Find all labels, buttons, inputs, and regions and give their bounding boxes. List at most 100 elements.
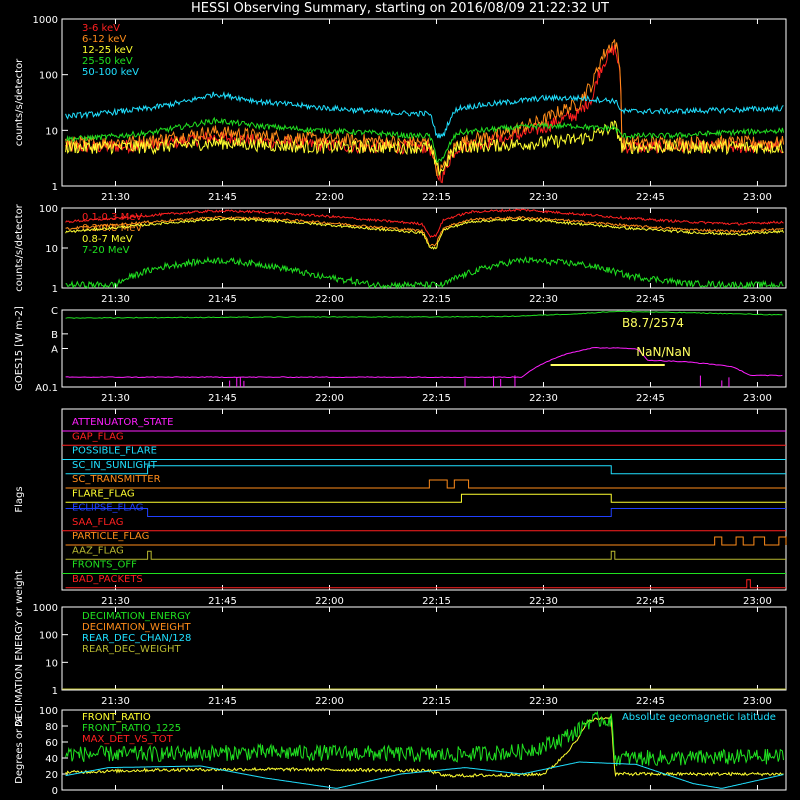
flag-line-ECLIPSE_FLAG <box>65 508 786 517</box>
flag-label: GAP_FLAG <box>72 431 124 442</box>
series-line-Absolute geomagnetic latitude <box>65 761 784 789</box>
goes-annotation: NaN/NaN <box>636 345 691 359</box>
legend-entry: MAX_DET_VS_TOT <box>82 734 174 745</box>
x-tick-label: 22:45 <box>636 192 665 203</box>
x-tick-label: 23:00 <box>743 192 772 203</box>
legend-entry: 6-12 keV <box>82 34 126 45</box>
x-tick-label: 21:30 <box>101 696 130 707</box>
goes-annotation: B8.7/2574 <box>622 316 684 330</box>
decimation-frame <box>61 606 787 691</box>
flag-label: FRONTS_OFF <box>72 560 137 571</box>
series-line-FRONT_RATIO_1225 <box>65 710 784 767</box>
y-tick-label: 1 <box>52 686 58 697</box>
y-axis-label: counts/s/detector <box>14 58 25 146</box>
x-tick-label: 21:30 <box>101 192 130 203</box>
y-tick-label: 100 <box>39 71 58 82</box>
x-tick-label: 22:15 <box>422 294 451 305</box>
x-tick-label: 23:00 <box>743 596 772 607</box>
x-tick-label: 22:45 <box>636 696 665 707</box>
y-tick-label: 80 <box>45 722 58 733</box>
series-line-6-12 keV <box>65 39 784 176</box>
flags-panel: 21:30 21:45 22:00 22:15 22:30 22:45 23:00 Flags… <box>14 408 787 607</box>
flag-line-SC_TRANSMITTER <box>65 479 786 489</box>
lo_energy-panel: 21:30 21:45 22:00 22:15 22:30 22:45 23:00 count… <box>14 15 787 203</box>
series-line-7-20 MeV <box>65 255 784 290</box>
y-tick-label: 60 <box>45 738 58 749</box>
x-tick-label: 22:15 <box>422 596 451 607</box>
x-tick-label: 21:30 <box>101 294 130 305</box>
x-tick-label: 22:30 <box>529 393 558 404</box>
y-tick-label: B <box>51 330 58 341</box>
y-axis-label: Degrees or % <box>14 716 25 784</box>
y-tick-label: 20 <box>45 770 58 781</box>
x-tick-label: 21:30 <box>101 393 130 404</box>
y-tick-label: 1 <box>52 284 58 295</box>
x-tick-label: 21:45 <box>208 192 237 203</box>
chart-title: HESSI Observing Summary, starting on 201… <box>191 1 609 16</box>
y-tick-label: 10 <box>45 126 58 137</box>
x-tick-label: 22:00 <box>315 696 344 707</box>
y-tick-label: 1 <box>52 182 58 193</box>
x-tick-label: 21:45 <box>208 393 237 404</box>
series-line-3-6 keV <box>65 44 784 184</box>
y-tick-label: A <box>51 345 58 356</box>
y-tick-label: 1000 <box>33 15 58 26</box>
x-tick-label: 22:45 <box>636 393 665 404</box>
flag-label: FLARE_FLAG <box>72 488 135 499</box>
series-line-0.5-4 A <box>65 346 783 379</box>
flag-label: SC_IN_SUNLIGHT <box>72 460 158 471</box>
x-tick-label: 23:00 <box>743 696 772 707</box>
series-line-0.1-0.3 MeV <box>65 208 784 238</box>
legend-entry: DECIMATION_WEIGHT <box>82 622 191 633</box>
ratio-frame <box>61 709 787 791</box>
series-line-25-50 keV <box>65 116 784 163</box>
flag-label: POSSIBLE_FLARE <box>72 446 157 457</box>
decimation-panel: 21:30 21:45 22:00 22:15 22:30 22:45 23:00 DECIM… <box>14 570 787 727</box>
y-tick-label: 10 <box>45 658 58 669</box>
legend-entry: 7-20 MeV <box>82 245 130 256</box>
series-line-0.3-0.8 MeV <box>65 215 784 247</box>
x-tick-label: 22:30 <box>529 596 558 607</box>
ratio-annotation: Absolute geomagnetic latitude <box>622 712 776 723</box>
x-tick-label: 23:00 <box>743 393 772 404</box>
series-line-FRONT_RATIO <box>65 715 784 778</box>
hi_energy-panel: 21:30 21:45 22:00 22:15 22:30 22:45 23:00 count… <box>14 203 787 305</box>
x-tick-label: 22:15 <box>422 696 451 707</box>
x-tick-label: 22:00 <box>315 294 344 305</box>
x-tick-label: 22:45 <box>636 294 665 305</box>
x-tick-label: 21:45 <box>208 294 237 305</box>
y-tick-label: C <box>51 306 58 317</box>
flag-label: SAA_FLAG <box>72 517 123 528</box>
flag-line-SC_IN_SUNLIGHT <box>65 465 786 475</box>
flag-line-AAZ_FLAG <box>65 550 786 560</box>
x-tick-label: 22:15 <box>422 393 451 404</box>
x-tick-label: 23:00 <box>743 294 772 305</box>
series-line-50-100 keV <box>65 90 784 139</box>
x-tick-label: 22:00 <box>315 596 344 607</box>
legend-entry: REAR_DEC_CHAN/128 <box>82 633 191 644</box>
y-tick-label: 100 <box>39 631 58 642</box>
x-tick-label: 22:00 <box>315 393 344 404</box>
x-tick-label: 22:30 <box>529 294 558 305</box>
flag-label: ATTENUATOR_STATE <box>72 417 173 428</box>
legend-entry: 25-50 keV <box>82 56 133 67</box>
goes-panel: 21:30 21:45 22:00 22:15 22:30 22:45 23:00 GOES1… <box>14 306 787 404</box>
legend-entry: FRONT_RATIO_1225 <box>82 723 181 734</box>
y-tick-label: 0 <box>52 786 58 797</box>
flag-label: BAD_PACKETS <box>72 574 143 585</box>
y-tick-label: 100 <box>39 204 58 215</box>
x-tick-label: 22:30 <box>529 696 558 707</box>
x-tick-label: 22:00 <box>315 192 344 203</box>
flag-line-FLARE_FLAG <box>65 493 786 503</box>
legend-entry: 12-25 keV <box>82 45 133 56</box>
x-tick-label: 21:45 <box>208 696 237 707</box>
x-tick-label: 21:30 <box>101 596 130 607</box>
y-tick-label: 1000 <box>33 603 58 614</box>
x-tick-label: 21:45 <box>208 596 237 607</box>
flag-line-PARTICLE_FLAG <box>65 536 787 546</box>
legend-entry: DECIMATION_ENERGY <box>82 611 191 622</box>
flag-label: PARTICLE_FLAG <box>72 531 149 542</box>
legend-entry: 50-100 keV <box>82 67 139 78</box>
legend-entry: 0.1-0.3 MeV <box>82 212 142 223</box>
y-axis-label: GOES15 [W m-2] <box>14 306 25 391</box>
